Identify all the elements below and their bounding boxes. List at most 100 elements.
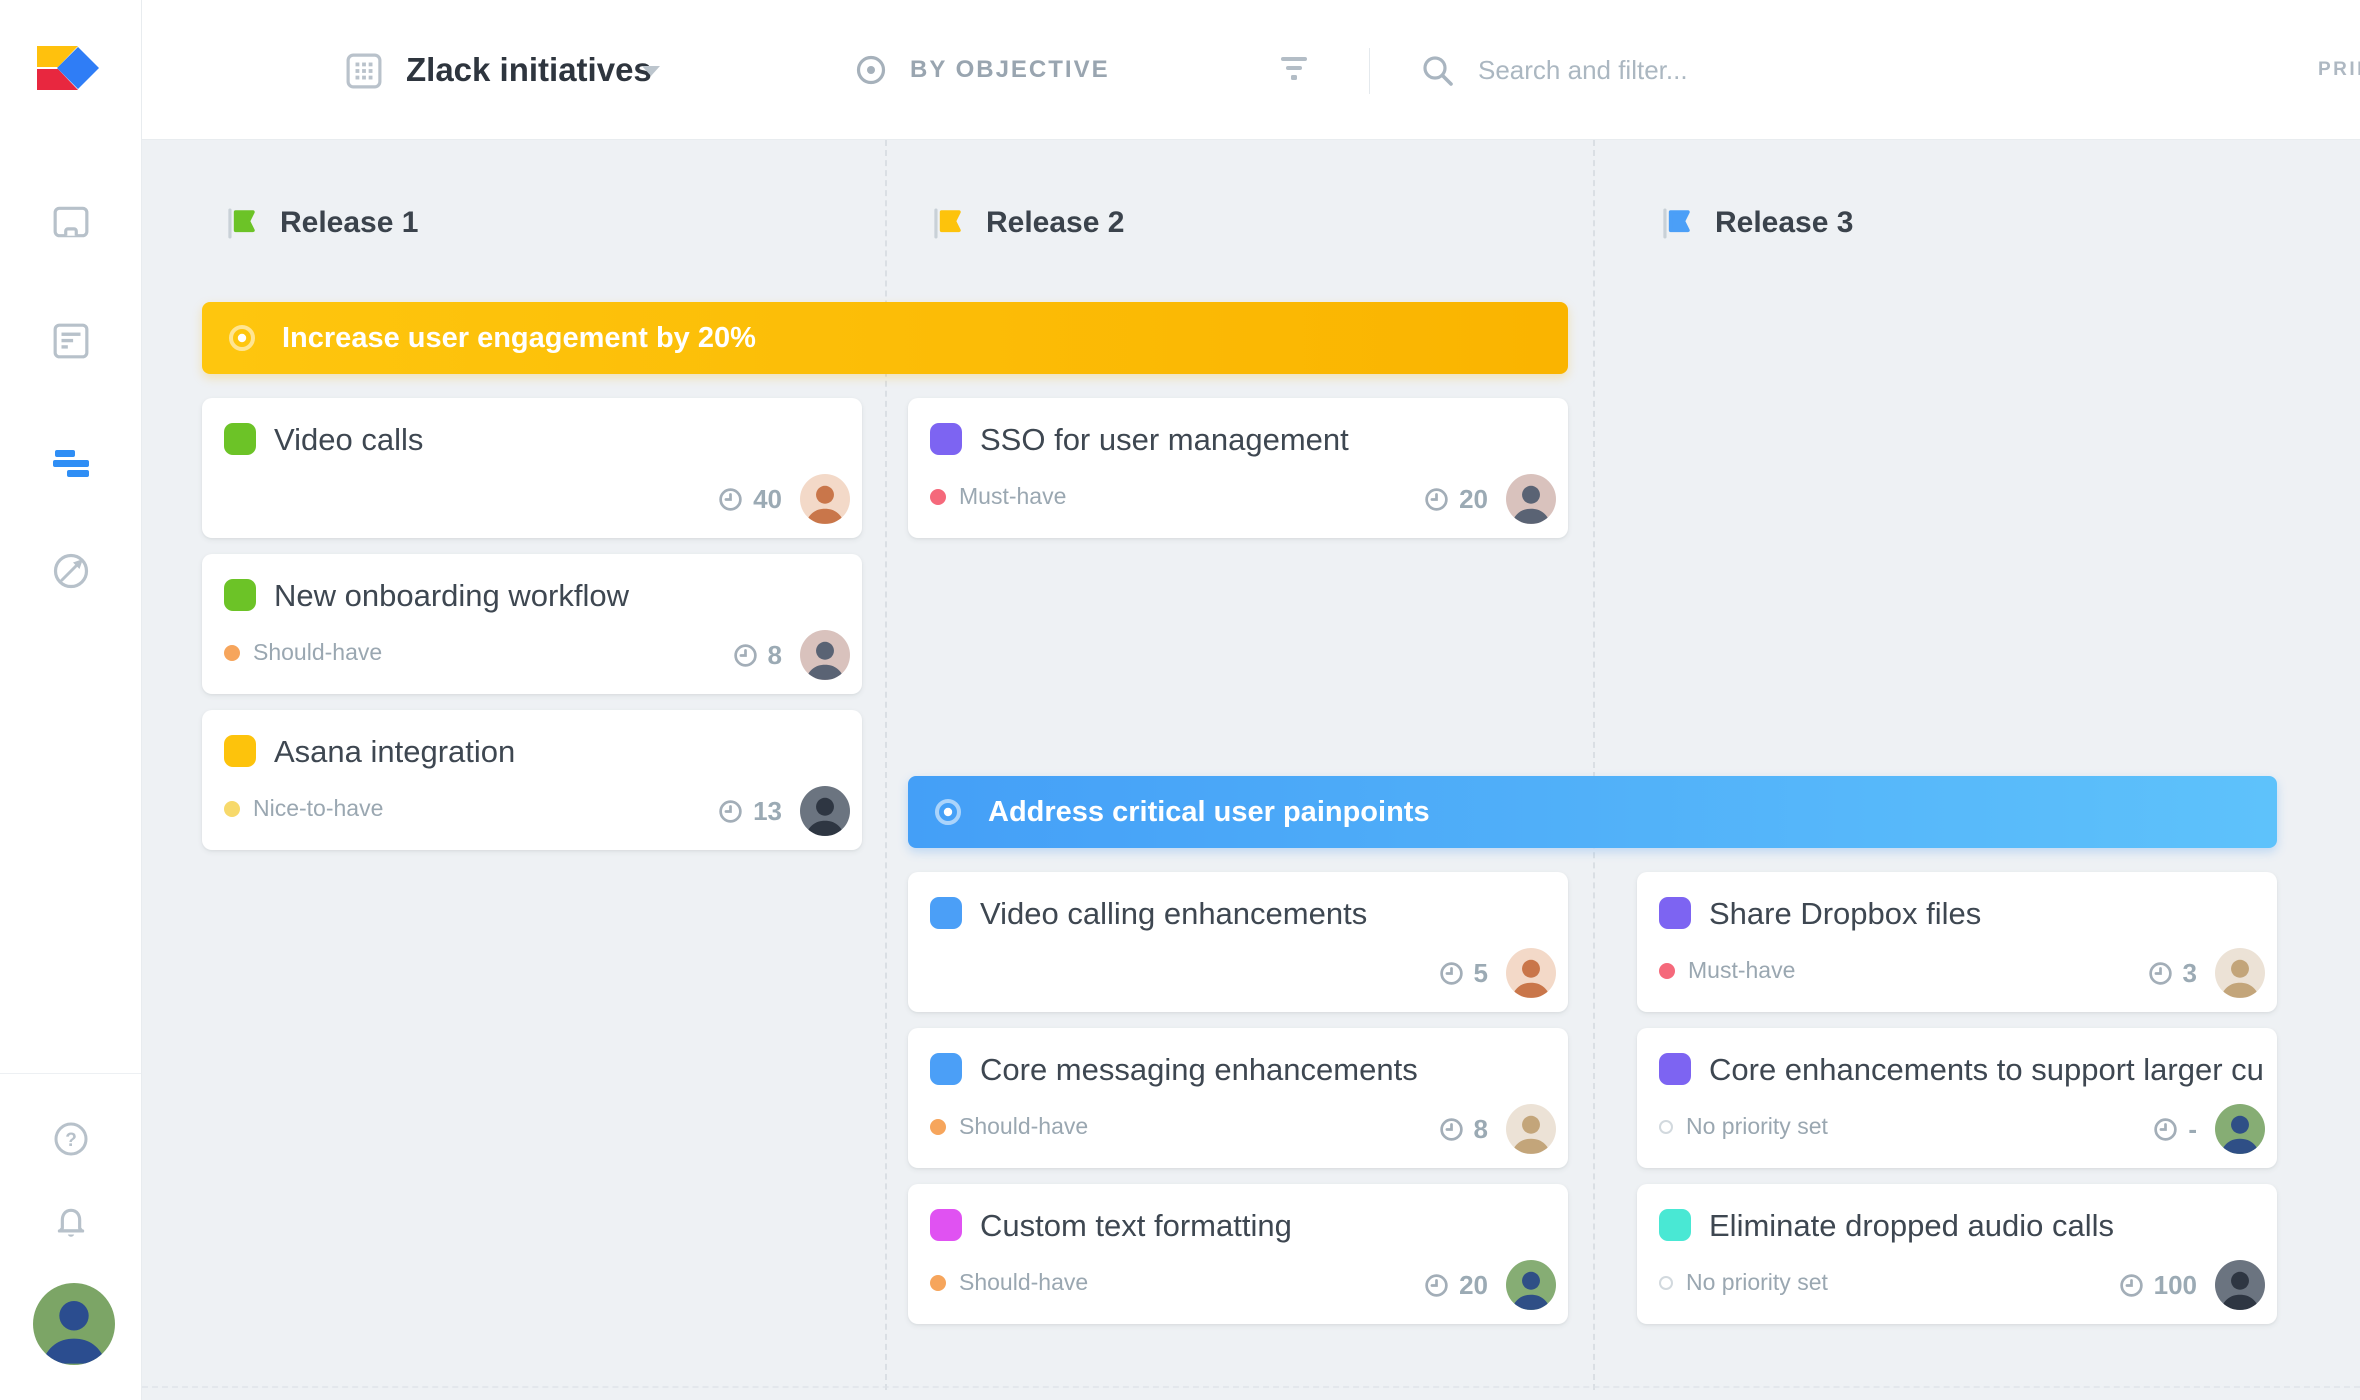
roadmap-card[interactable]: SSO for user management Must-have 20 [908,398,1568,538]
objective-bar-painpoints[interactable]: Address critical user painpoints [908,776,2277,848]
sidebar-item-notes[interactable] [50,320,92,362]
search-input[interactable] [1476,45,2036,95]
card-meta: 5 [1438,948,1556,998]
priority: Should-have [930,1113,1088,1140]
column-divider [1593,140,1595,1390]
priority-dot [1659,1275,1673,1290]
svg-text:?: ? [65,1130,77,1151]
priority-label: Must-have [959,483,1067,509]
roadmap-card[interactable]: Core messaging enhancements Should-have … [908,1028,1568,1168]
clock-icon [719,487,742,511]
clock-icon [1439,961,1463,985]
effort-value: 8 [767,639,782,670]
bell-icon [57,1208,85,1237]
print-button[interactable]: PRINT [2318,0,2360,140]
sidebar: ? [0,0,142,1400]
column-label: Release 2 [986,206,1125,239]
effort-value: 5 [1473,957,1488,988]
objective-target-icon [856,55,886,85]
filter-icon[interactable] [1276,55,1312,85]
card-title: SSO for user management [980,422,1349,457]
card-title: Share Dropbox files [1709,896,1982,931]
app-logo-icon[interactable] [37,44,99,92]
effort-value: 40 [753,483,782,514]
item-color-swatch [930,1053,962,1085]
priority-label: No priority set [1686,1269,1828,1295]
clock-icon [733,643,757,667]
assignee-avatar[interactable] [2215,948,2265,998]
priority-label: Should-have [959,1113,1089,1139]
view-mode-switcher[interactable]: BY OBJECTIVE [854,0,1110,140]
objective-label: Increase user engagement by 20% [282,321,756,354]
notifications-button[interactable] [50,1203,92,1245]
person-silhouette-icon [1511,485,1551,524]
roadmap-card[interactable]: Video calls 40 [202,398,862,538]
effort-value: 3 [2182,957,2197,988]
user-avatar[interactable] [33,1283,115,1365]
flag-icon [1663,208,1690,239]
assignee-avatar[interactable] [1506,1260,1556,1310]
roadmap-card[interactable]: Video calling enhancements 5 [908,872,1568,1012]
sidebar-item-roadmap-active[interactable] [50,443,92,485]
column-label: Release 1 [280,206,419,239]
clock-icon [1425,487,1448,511]
objective-bar-engagement[interactable]: Increase user engagement by 20% [202,302,1568,374]
swimlane-icon [53,450,89,477]
card-meta: 8 [732,630,850,680]
roadmap-card[interactable]: Share Dropbox files Must-have 3 [1637,872,2277,1012]
priority: Must-have [930,483,1066,510]
roadmap-card[interactable]: Eliminate dropped audio calls No priorit… [1637,1184,2277,1324]
column-header-release-2[interactable]: Release 2 [928,199,1124,247]
header-divider [1369,48,1370,94]
priority-dot [1659,962,1675,979]
priority: Nice-to-have [224,795,383,822]
item-color-swatch [224,579,256,611]
assignee-avatar[interactable] [2215,1260,2265,1310]
assignee-avatar[interactable] [1506,1104,1556,1154]
clock-icon [2154,1117,2178,1141]
person-silhouette-icon [41,1301,107,1364]
assignee-avatar[interactable] [800,630,850,680]
clock-icon [2148,961,2172,985]
card-meta: - [2152,1104,2265,1154]
person-silhouette-icon [805,485,845,524]
column-header-release-3[interactable]: Release 3 [1657,199,1853,247]
column-label: Release 3 [1715,206,1854,239]
assignee-avatar[interactable] [1506,474,1556,524]
item-color-swatch [930,1209,962,1241]
roadmap-card[interactable]: Asana integration Nice-to-have 13 [202,710,862,850]
item-color-swatch [930,897,962,929]
chevron-down-icon[interactable] [642,66,660,76]
assignee-avatar[interactable] [800,474,850,524]
card-title: Eliminate dropped audio calls [1709,1208,2114,1243]
person-silhouette-icon [1511,1115,1551,1154]
assignee-avatar[interactable] [2215,1104,2265,1154]
priority-dot [930,1274,946,1291]
assignee-avatar[interactable] [800,786,850,836]
priority: Must-have [1659,957,1795,984]
priority: Should-have [930,1269,1088,1296]
effort-value: 20 [1459,1269,1488,1300]
card-meta: 3 [2147,948,2265,998]
board-title[interactable]: Zlack initiatives [406,51,652,88]
person-silhouette-icon [2220,959,2260,998]
roadmap-card[interactable]: Custom text formatting Should-have 20 [908,1184,1568,1324]
help-button[interactable]: ? [50,1118,92,1160]
assignee-avatar[interactable] [1506,948,1556,998]
sidebar-item-boards[interactable] [50,201,92,243]
roadmap-card[interactable]: Core enhancements to support larger cust… [1637,1028,2277,1168]
column-header-release-1[interactable]: Release 1 [222,199,418,247]
roadmap-card[interactable]: New onboarding workflow Should-have 8 [202,554,862,694]
priority: No priority set [1659,1269,1828,1296]
item-color-swatch [1659,897,1691,929]
person-silhouette-icon [2220,1115,2260,1154]
priority-dot [930,1118,946,1135]
card-title: Video calling enhancements [980,896,1368,931]
priority-dot [224,800,240,817]
priority: Should-have [224,639,382,666]
priority-dot [1659,1119,1673,1134]
clock-icon [2119,1273,2143,1297]
effort-value: 100 [2153,1269,2197,1300]
sidebar-item-navigator[interactable] [50,550,92,592]
